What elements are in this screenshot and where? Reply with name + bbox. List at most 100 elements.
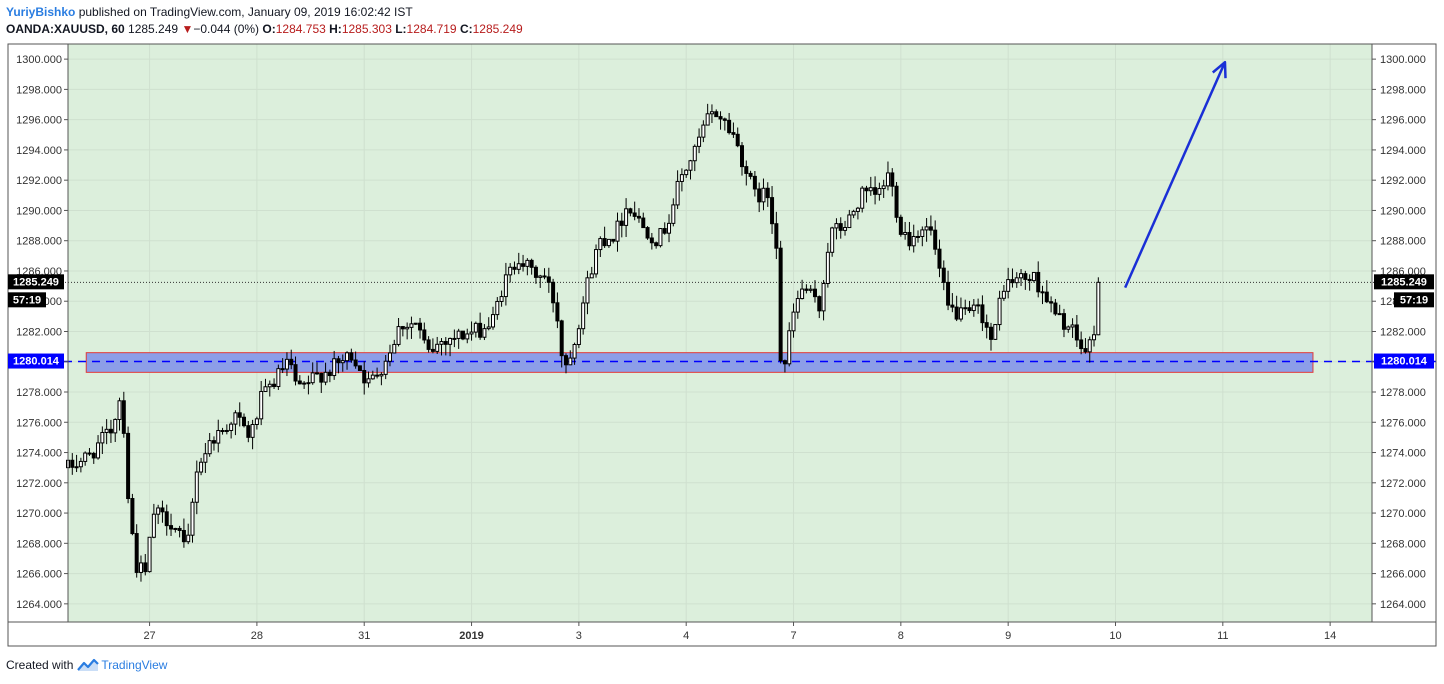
candle-body <box>83 452 88 462</box>
candle-body <box>495 300 500 316</box>
support-label-left: 1280.014 <box>13 356 60 368</box>
candle-body <box>860 187 865 209</box>
open-value: 1284.753 <box>275 22 326 36</box>
candle-body <box>473 322 478 333</box>
candle-body <box>778 247 783 362</box>
candle-body <box>405 326 410 330</box>
candle-body <box>697 136 702 147</box>
candle-body <box>229 423 234 431</box>
candle-body <box>911 235 916 247</box>
y-tick-label-right: 1274.000 <box>1380 448 1426 460</box>
candle-body <box>855 207 860 212</box>
candle-body <box>606 238 611 247</box>
price-axis-left[interactable]: 1264.000 1266.000 1268.000 1270.000 1272.000… <box>16 54 68 611</box>
candle-body <box>314 372 319 375</box>
time-axis[interactable]: 27 28 31 2019 3 4 7 8 9 10 11 14 <box>143 622 1336 642</box>
y-tick-label-right: 1266.000 <box>1380 569 1426 581</box>
countdown-label-right: 57:19 <box>1400 294 1428 306</box>
candlesticks <box>66 103 1101 582</box>
candle-body <box>628 208 633 214</box>
candle-body <box>160 507 165 513</box>
candle-body <box>409 323 414 328</box>
candle-body <box>70 459 75 468</box>
candle-body <box>1096 281 1101 336</box>
y-tick-label-right: 1264.000 <box>1380 599 1426 611</box>
last-price-label-left: 1285.249 <box>13 276 59 288</box>
price-axis-right[interactable]: 1264.000 1266.000 1268.000 1270.000 1272.000… <box>1372 54 1426 611</box>
candle-body <box>280 368 285 371</box>
y-tick-label-right: 1278.000 <box>1380 387 1426 399</box>
tradingview-brand[interactable]: TradingView <box>77 658 167 672</box>
candle-body <box>503 274 508 298</box>
candle-body <box>843 227 848 231</box>
candle-body <box>452 337 457 340</box>
candle-body <box>658 228 663 247</box>
y-tick-label-left: 1266.000 <box>16 569 62 581</box>
candle-body <box>770 197 775 225</box>
candle-body <box>611 238 616 242</box>
candle-body <box>988 326 993 340</box>
candle-body <box>302 382 307 385</box>
candle-body <box>735 133 740 147</box>
x-tick-label: 31 <box>358 630 370 642</box>
candle-body <box>216 430 221 444</box>
candle-body <box>1006 279 1011 292</box>
candle-body <box>885 172 890 187</box>
candle-body <box>525 259 530 267</box>
candle-body <box>130 498 135 535</box>
candle-body <box>482 328 487 338</box>
candle-body <box>533 266 538 278</box>
y-tick-label-left: 1268.000 <box>16 538 62 550</box>
candle-body <box>246 425 251 438</box>
outer-frame <box>7 43 1437 647</box>
candle-body <box>91 452 96 459</box>
candle-body <box>1040 291 1045 294</box>
candle-body <box>821 283 826 312</box>
y-tick-label-left: 1298.000 <box>16 84 62 96</box>
axes-frame <box>7 43 1437 647</box>
y-tick-label-left: 1296.000 <box>16 115 62 127</box>
publish-line: YuriyBishko published on TradingView.com… <box>6 4 523 21</box>
candle-body <box>104 428 109 433</box>
candle-body <box>963 307 968 310</box>
y-tick-label-left: 1294.000 <box>16 145 62 157</box>
candle-body <box>684 169 689 176</box>
candle-body <box>563 355 568 366</box>
candle-body <box>465 333 470 340</box>
countdown-label-left: 57:19 <box>13 294 41 306</box>
candle-body <box>800 288 805 300</box>
support-zone <box>8 352 1436 373</box>
candle-body <box>984 322 989 328</box>
candle-body <box>194 471 199 503</box>
candle-body <box>774 223 779 249</box>
symbol-name: OANDA:XAUUSD, 60 <box>6 22 125 36</box>
candle-body <box>422 329 427 341</box>
candle-body <box>954 306 959 320</box>
y-tick-label-right: 1292.000 <box>1380 175 1426 187</box>
candle-body <box>186 534 191 543</box>
candle-body <box>928 226 933 231</box>
candle-body <box>284 358 289 370</box>
x-tick-label: 8 <box>898 630 904 642</box>
y-tick-label-left: 1282.000 <box>16 326 62 338</box>
candle-body <box>804 288 809 291</box>
candle-body <box>967 307 972 312</box>
plot-area[interactable] <box>68 44 1372 622</box>
candle-body <box>499 296 504 302</box>
candle-body <box>654 242 659 247</box>
candle-body <box>156 507 161 515</box>
candle-body <box>1057 313 1062 316</box>
candle-body <box>615 220 620 242</box>
x-tick-label: 28 <box>251 630 263 642</box>
last-price-label-right-bg <box>1374 274 1434 290</box>
x-tick-label: 3 <box>576 630 582 642</box>
author-link[interactable]: YuriyBishko <box>6 5 76 19</box>
candle-body <box>383 360 388 375</box>
candle-body <box>254 418 259 425</box>
candle-body <box>877 188 882 195</box>
candle-body <box>177 527 182 531</box>
price-labels: 1285.249 57:19 1285.249 57:19 1280.014 1280.0… <box>8 274 1434 369</box>
candle-body <box>1031 271 1036 282</box>
candle-body <box>237 412 242 418</box>
